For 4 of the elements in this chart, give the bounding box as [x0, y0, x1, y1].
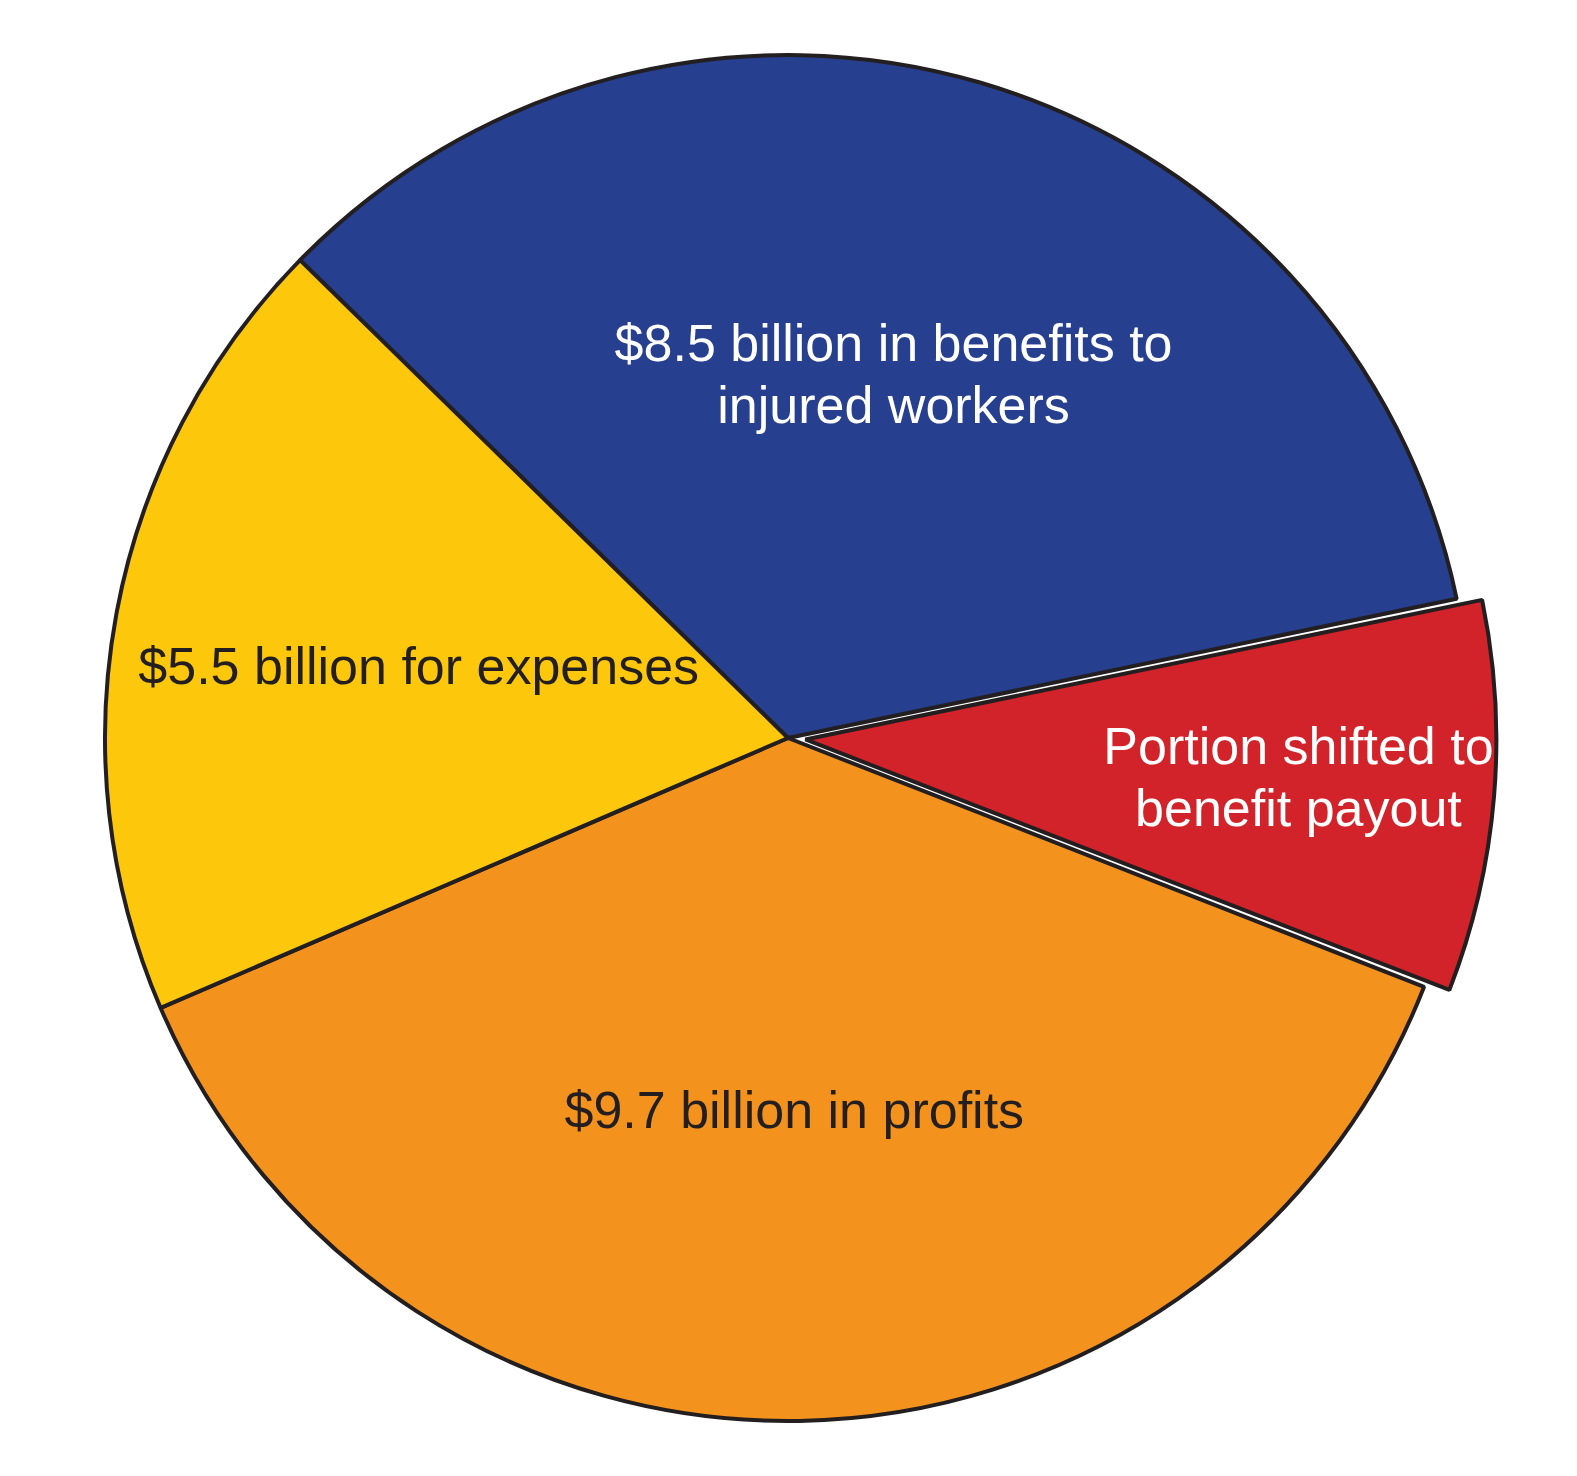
slice-label: $5.5 billion for expenses	[138, 636, 700, 695]
slice-label: $9.7 billion in profits	[564, 1080, 1025, 1139]
slice-label: $8.5 billion in benefits to injured workers	[614, 313, 1173, 434]
slice-label: Portion shifted to benefit payout	[1103, 717, 1494, 838]
